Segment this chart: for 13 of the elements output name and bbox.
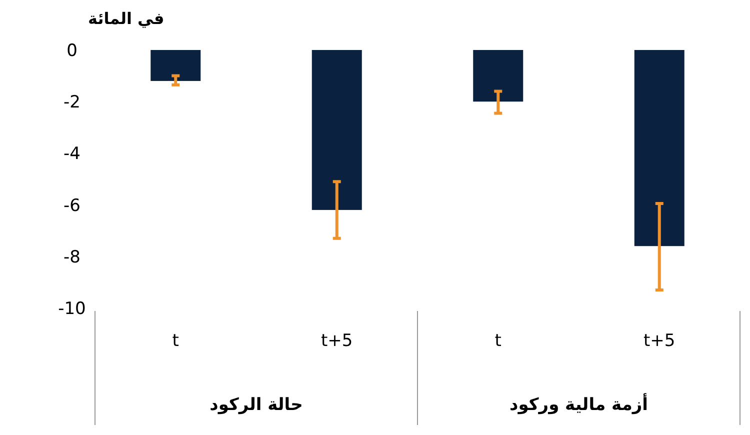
y-tick-label: -10 — [58, 299, 86, 319]
text: حالة الركود — [210, 395, 303, 415]
y-tick-label: -4 — [64, 144, 80, 164]
y-tick-label: 0 — [66, 41, 78, 61]
x-tick-label: t — [494, 331, 502, 351]
x-tick-label: t+5 — [644, 331, 676, 351]
y-tick-label: -6 — [64, 196, 80, 216]
y-tick-label: -8 — [64, 247, 80, 268]
x-tick-label: t+5 — [321, 331, 353, 351]
text: أزمة مالية وركود — [510, 393, 648, 415]
y-tick-label: -2 — [64, 92, 80, 113]
x-tick-label: t — [172, 331, 180, 351]
y-axis-title: في المائة — [88, 9, 164, 28]
